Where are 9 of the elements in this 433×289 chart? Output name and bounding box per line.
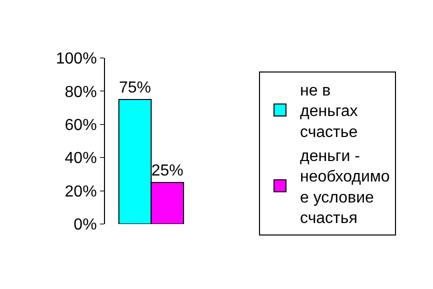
y-tick-label: 60% (64, 117, 97, 134)
data-label: 25% (151, 162, 184, 180)
data-label: 75% (119, 80, 152, 96)
y-tick-label: 100% (56, 50, 97, 68)
y-tick-label: 80% (64, 84, 97, 101)
y-tick-label: 20% (64, 183, 97, 200)
y-tick-label: 40% (64, 150, 97, 168)
legend-label: деньги - необходимое условие счастья (300, 148, 390, 228)
y-tick-label: 0% (74, 216, 97, 234)
